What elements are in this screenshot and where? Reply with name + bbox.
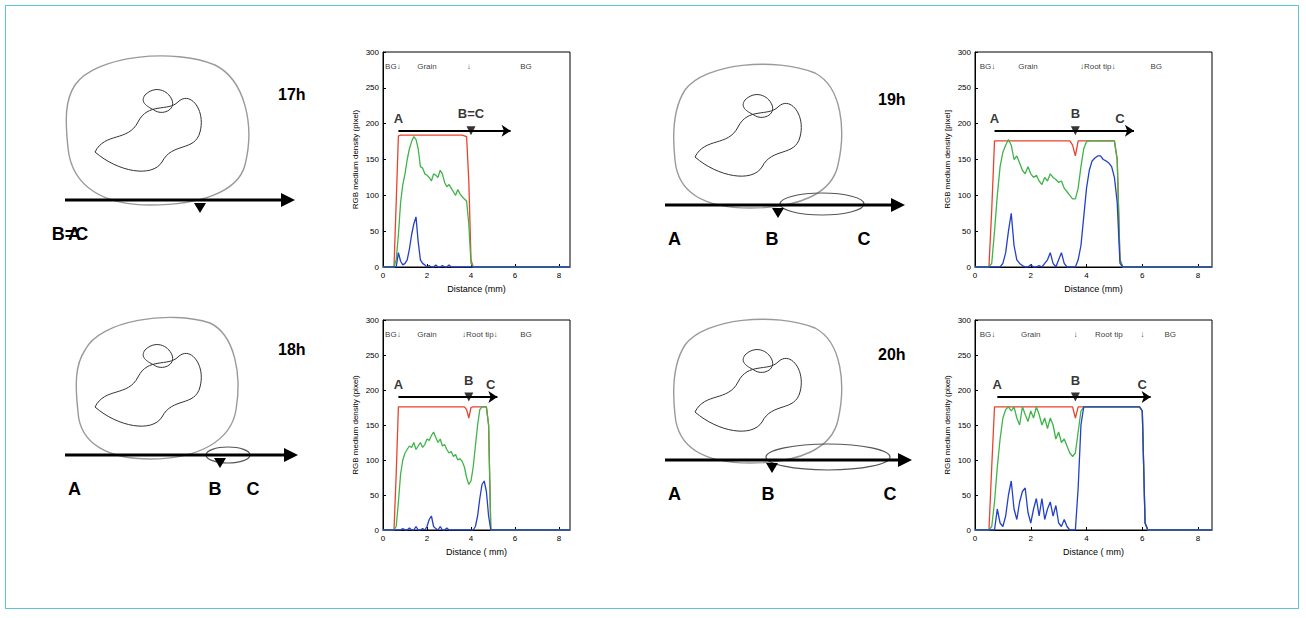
- svg-text:4: 4: [1084, 271, 1089, 280]
- svg-text:0: 0: [967, 526, 972, 535]
- svg-text:Grain: Grain: [417, 62, 437, 71]
- svg-text:2: 2: [425, 534, 430, 543]
- svg-text:20h: 20h: [878, 346, 906, 363]
- svg-text:B: B: [209, 479, 222, 499]
- svg-text:A: A: [68, 479, 81, 499]
- svg-text:B: B: [762, 484, 775, 504]
- svg-text:50: 50: [370, 491, 379, 500]
- svg-text:300: 300: [366, 48, 380, 57]
- svg-text:4: 4: [469, 271, 474, 280]
- svg-text:Distance (mm): Distance (mm): [447, 284, 506, 294]
- svg-text:A: A: [668, 484, 681, 504]
- svg-text:250: 250: [366, 351, 380, 360]
- svg-text:C: C: [884, 484, 897, 504]
- svg-text:250: 250: [958, 83, 972, 92]
- svg-text:50: 50: [962, 491, 971, 500]
- svg-text:↓Root tip↓: ↓Root tip↓: [1080, 62, 1116, 71]
- svg-text:6: 6: [1140, 271, 1145, 280]
- svg-text:300: 300: [958, 316, 972, 325]
- svg-text:BG↓: BG↓: [385, 330, 401, 339]
- svg-text:100: 100: [958, 191, 972, 200]
- svg-text:C: C: [486, 377, 496, 392]
- svg-text:17h: 17h: [278, 86, 306, 103]
- svg-text:100: 100: [366, 191, 380, 200]
- svg-text:↓Root tip↓: ↓Root tip↓: [462, 330, 498, 339]
- svg-text:150: 150: [366, 155, 380, 164]
- svg-text:C: C: [1138, 377, 1148, 392]
- svg-text:Grain: Grain: [417, 330, 437, 339]
- svg-text:Root tip: Root tip: [1095, 330, 1123, 339]
- svg-text:RGB medium density (pixel): RGB medium density (pixel): [351, 375, 360, 475]
- svg-text:250: 250: [958, 351, 972, 360]
- svg-text:B: B: [464, 373, 473, 388]
- svg-text:0: 0: [381, 534, 386, 543]
- svg-text:0: 0: [967, 263, 972, 272]
- svg-text:0: 0: [375, 263, 380, 272]
- svg-text:C: C: [247, 479, 260, 499]
- svg-text:2: 2: [1029, 534, 1034, 543]
- svg-text:B=C: B=C: [458, 106, 485, 121]
- svg-text:A: A: [990, 111, 1000, 126]
- svg-text:RGB medium density (pixel): RGB medium density (pixel): [943, 375, 952, 475]
- svg-text:8: 8: [1196, 534, 1201, 543]
- svg-text:4: 4: [469, 534, 474, 543]
- svg-text:150: 150: [366, 421, 380, 430]
- svg-text:0: 0: [973, 271, 978, 280]
- svg-text:Distance ( mm): Distance ( mm): [1063, 547, 1124, 557]
- svg-text:C: C: [858, 229, 871, 249]
- svg-text:8: 8: [1196, 271, 1201, 280]
- svg-text:6: 6: [513, 271, 518, 280]
- svg-text:8: 8: [557, 271, 562, 280]
- svg-text:↓: ↓: [1073, 330, 1077, 339]
- svg-text:250: 250: [366, 83, 380, 92]
- svg-text:0: 0: [973, 534, 978, 543]
- svg-text:A: A: [668, 229, 681, 249]
- svg-text:6: 6: [513, 534, 518, 543]
- svg-text:50: 50: [962, 227, 971, 236]
- svg-text:200: 200: [366, 119, 380, 128]
- svg-text:B: B: [1071, 373, 1080, 388]
- svg-text:Grain: Grain: [1018, 62, 1038, 71]
- svg-text:8: 8: [557, 534, 562, 543]
- svg-text:↓: ↓: [467, 62, 471, 71]
- svg-text:Grain: Grain: [1021, 330, 1041, 339]
- svg-text:300: 300: [366, 316, 380, 325]
- svg-text:4: 4: [1084, 534, 1089, 543]
- svg-text:19h: 19h: [878, 91, 906, 108]
- svg-text:↓: ↓: [1140, 330, 1144, 339]
- svg-text:200: 200: [958, 386, 972, 395]
- svg-text:300: 300: [958, 48, 972, 57]
- svg-text:200: 200: [958, 119, 972, 128]
- svg-text:150: 150: [958, 421, 972, 430]
- svg-text:BG↓: BG↓: [980, 62, 996, 71]
- svg-text:Distance ( mm): Distance ( mm): [446, 547, 507, 557]
- svg-text:BG↓: BG↓: [980, 330, 996, 339]
- svg-text:6: 6: [1140, 534, 1145, 543]
- svg-text:Distance (mm): Distance (mm): [1064, 284, 1123, 294]
- svg-text:100: 100: [366, 456, 380, 465]
- svg-text:C: C: [1115, 111, 1125, 126]
- svg-text:RGB medium density [pixel]: RGB medium density [pixel]: [943, 110, 952, 209]
- svg-text:18h: 18h: [278, 341, 306, 358]
- svg-text:0: 0: [381, 271, 386, 280]
- svg-text:A: A: [394, 377, 404, 392]
- svg-text:BG↓: BG↓: [385, 62, 401, 71]
- svg-text:BG: BG: [1164, 330, 1176, 339]
- svg-text:200: 200: [366, 386, 380, 395]
- svg-text:100: 100: [958, 456, 972, 465]
- svg-text:BG: BG: [520, 330, 532, 339]
- svg-text:RGB medium density (pixel): RGB medium density (pixel): [351, 109, 360, 209]
- svg-text:BG: BG: [520, 62, 532, 71]
- svg-text:BG: BG: [1150, 62, 1162, 71]
- svg-text:B: B: [1071, 106, 1080, 121]
- svg-text:2: 2: [425, 271, 430, 280]
- svg-text:2: 2: [1029, 271, 1034, 280]
- svg-text:150: 150: [958, 155, 972, 164]
- svg-text:0: 0: [375, 526, 380, 535]
- svg-text:A: A: [993, 377, 1003, 392]
- svg-text:B=C: B=C: [52, 224, 89, 244]
- svg-text:50: 50: [370, 227, 379, 236]
- svg-text:B: B: [766, 229, 779, 249]
- svg-text:A: A: [394, 111, 404, 126]
